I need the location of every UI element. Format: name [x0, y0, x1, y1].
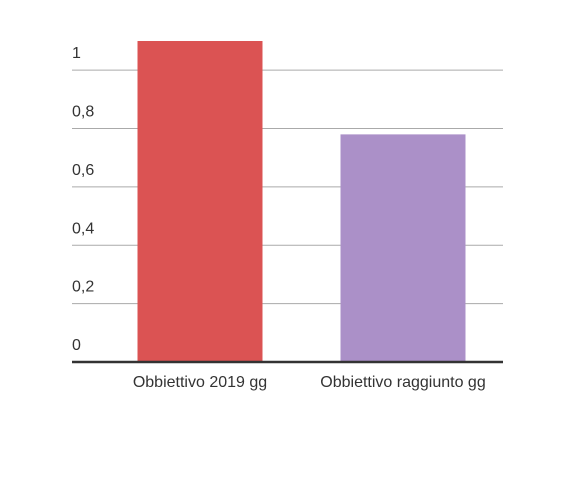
y-tick-label: 0,6	[72, 162, 94, 179]
y-tick-label: 0,8	[72, 104, 94, 121]
x-tick-label: Obbiettivo 2019 gg	[132, 374, 268, 391]
y-tick-label: 0,4	[72, 220, 94, 237]
bar	[137, 41, 263, 362]
y-tick-label: 0,2	[72, 279, 94, 296]
y-tick-label: 1	[72, 45, 81, 62]
x-tick-label: Obbiettivo raggiunto gg	[320, 374, 486, 391]
bar	[340, 134, 466, 362]
y-tick-label: 0	[72, 337, 81, 354]
